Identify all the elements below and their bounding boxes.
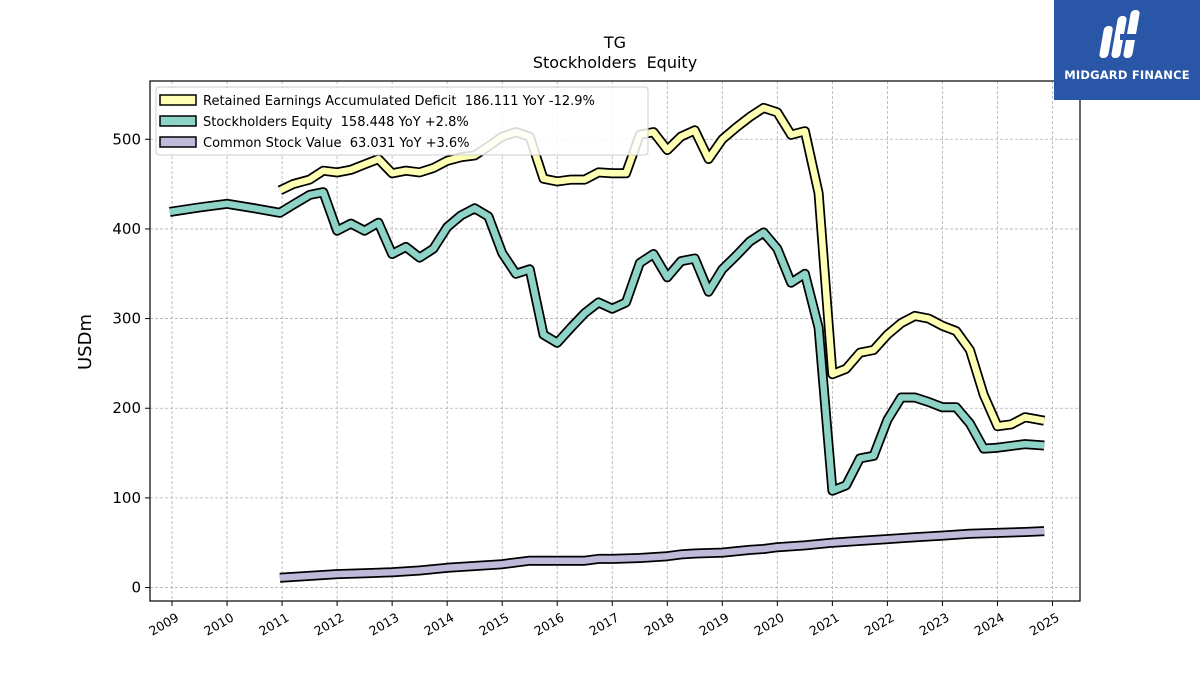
chart-title: TG <box>603 33 626 52</box>
x-tick-label: 2011 <box>256 610 291 639</box>
brand-name: MIDGARD FINANCE <box>1064 68 1190 82</box>
legend: Retained Earnings Accumulated Deficit 18… <box>155 86 649 156</box>
series-line <box>279 527 1045 581</box>
legend-box <box>155 86 649 156</box>
series-line <box>278 104 1045 430</box>
x-tick-label: 2014 <box>421 610 456 639</box>
x-tick-label: 2010 <box>201 610 236 639</box>
x-tick-label: 2019 <box>697 610 732 639</box>
y-tick-label: 200 <box>112 399 141 417</box>
x-tick-label: 2009 <box>146 610 181 639</box>
series-line <box>169 188 1045 494</box>
x-tick-label: 2016 <box>531 610 566 639</box>
midgard-logo-icon <box>1099 10 1144 58</box>
x-tick-label: 2024 <box>972 610 1007 639</box>
legend-swatch <box>159 94 197 106</box>
y-tick-label: 0 <box>131 579 141 597</box>
y-tick-label: 500 <box>112 130 141 148</box>
y-tick-label: 400 <box>112 220 141 238</box>
x-tick-label: 2023 <box>917 610 952 639</box>
x-tick-label: 2015 <box>476 610 511 639</box>
x-tick-label: 2012 <box>311 610 346 639</box>
legend-swatch <box>159 136 197 148</box>
legend-swatch <box>159 115 197 127</box>
x-tick-label: 2021 <box>807 610 842 639</box>
y-tick-label: 100 <box>112 489 141 507</box>
x-tick-label: 2020 <box>752 610 787 639</box>
x-tick-label: 2013 <box>366 610 401 639</box>
plot-frame <box>149 80 1081 602</box>
brand-logo: MIDGARD FINANCE <box>1054 0 1200 100</box>
x-tick-label: 2025 <box>1027 610 1062 639</box>
legend-label: Common Stock Value 63.031 YoY +3.6% <box>203 136 470 151</box>
y-axis-label: USDm <box>75 314 96 370</box>
legend-label: Retained Earnings Accumulated Deficit 18… <box>203 94 595 109</box>
plot-area <box>150 81 1080 601</box>
y-tick-label: 300 <box>112 310 141 328</box>
x-tick-label: 2018 <box>642 610 677 639</box>
chart-subtitle: Stockholders Equity <box>533 53 697 72</box>
legend-label: Stockholders Equity 158.448 YoY +2.8% <box>203 115 469 130</box>
x-tick-label: 2022 <box>862 610 897 639</box>
x-tick-label: 2017 <box>586 610 621 639</box>
